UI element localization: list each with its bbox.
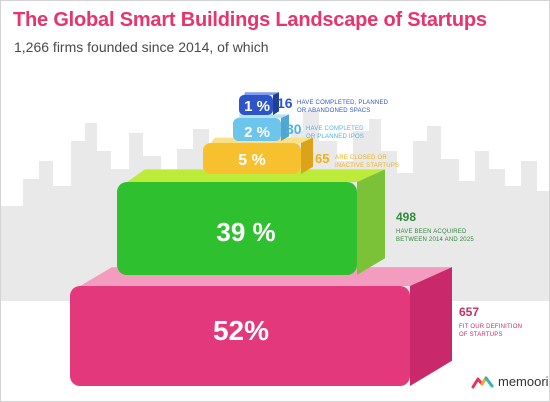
tier-1-top-face	[244, 92, 279, 95]
tier-2-side-face	[281, 114, 289, 141]
pyramid-tiers: 52% FIT OUR DEFINITION OF STARTUPS 657 39 % H…	[70, 92, 522, 386]
tier-1-front-face	[239, 95, 273, 115]
tier-1: 1 % HAVE COMPLETED, PLANNED OR ABANDONED S…	[239, 92, 389, 115]
tier-4-top-face	[127, 169, 385, 182]
tier-5-front-face	[70, 286, 410, 386]
memoori-logo: memoori	[471, 373, 549, 389]
tier-3-desc-line: INACTIVE STARTUPS	[335, 163, 399, 169]
tier-5-percent: 52%	[213, 315, 269, 346]
tier-5-side-face	[410, 267, 452, 386]
tier-1-desc-line: OR ABANDONED SPACS	[297, 108, 371, 114]
tier-2-count: 30	[286, 121, 302, 137]
memoori-logo-icon	[471, 376, 494, 389]
brand-name: memoori	[498, 373, 549, 389]
tier-1-count: 16	[277, 95, 293, 111]
tier-4-front-face	[117, 182, 357, 275]
tier-3-count: 65	[315, 151, 329, 166]
tier-1-percent: 1 %	[244, 98, 270, 115]
tier-4-desc-line: BETWEEN 2014 AND 2025	[396, 237, 474, 243]
tier-2-percent: 2 %	[244, 124, 270, 141]
tier-4-count: 498	[396, 210, 416, 224]
tier-1-desc-line: HAVE COMPLETED, PLANNED	[297, 100, 389, 106]
tier-3-percent: 5 %	[238, 152, 266, 169]
tier-2: 2 % HAVE COMPLETED OR PLANNED IPOS 30	[233, 114, 364, 141]
tier-3: 5 % ARE CLOSED OR INACTIVE STARTUPS 65	[203, 137, 399, 174]
tier-3-side-face	[301, 137, 313, 174]
tier-2-desc-line: OR PLANNED IPOS	[306, 134, 364, 140]
page-title: The Global Smart Buildings Landscape of …	[13, 9, 487, 31]
tier-3-front-face	[203, 143, 301, 174]
tier-1-side-face	[273, 92, 279, 115]
tier-4: 39 % HAVE BEEN ACQUIRED BETWEEN 2014 AND 2…	[117, 169, 474, 275]
tier-2-desc-line: HAVE COMPLETED	[306, 126, 364, 132]
tier-2-front-face	[233, 118, 281, 141]
tier-3-desc-line: ARE CLOSED OR	[335, 155, 387, 161]
tier-5-desc-line: FIT OUR DEFINITION	[459, 324, 522, 330]
tier-4-side-face	[357, 169, 385, 275]
tier-2-top-face	[238, 114, 289, 118]
tier-5-count: 657	[459, 305, 479, 319]
tier-5-desc-line: OF STARTUPS	[459, 332, 503, 338]
tier-4-percent: 39 %	[216, 217, 275, 247]
page-subtitle: 1,266 firms founded since 2014, of which	[14, 39, 269, 55]
tier-4-desc-line: HAVE BEEN ACQUIRED	[396, 229, 467, 235]
